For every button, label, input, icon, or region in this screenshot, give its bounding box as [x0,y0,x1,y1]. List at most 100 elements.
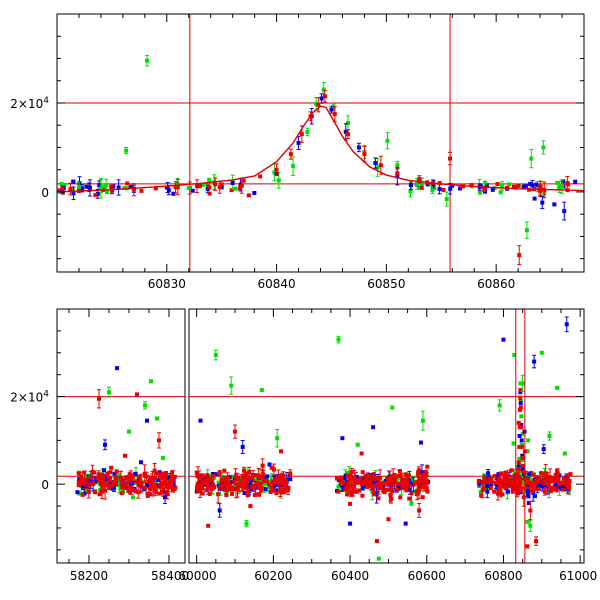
season-point [257,482,262,487]
season-point [89,475,94,480]
season-point [76,483,81,488]
baseline-point [128,184,133,189]
season-point [274,491,279,496]
season-point [516,476,521,481]
season-point [244,471,249,476]
season-point [348,490,353,495]
baseline-point [109,184,114,189]
season-point [82,482,87,487]
season-point [249,487,254,492]
season-point [245,493,250,498]
green-outlier-point [213,349,218,361]
baseline-point [70,188,75,193]
red-data-point [517,245,522,266]
season-point [217,470,222,475]
baseline-point [125,181,130,186]
zoomed-light-curve-panel: 60830 60840 60850 60860 0 2×104 [10,13,585,291]
x-tick-label: 58200 [70,569,108,583]
season-point [260,470,265,483]
season-point [485,485,490,499]
season-point [342,484,347,489]
season-point [383,478,388,483]
season-point [145,491,150,496]
season-point [201,480,206,485]
red-outlier-point [348,501,353,506]
event-point [525,519,530,524]
season-point [375,476,380,481]
season-point [169,470,174,484]
event-point [518,396,523,401]
event-point [518,398,523,403]
season-point [407,481,412,486]
season-point [200,491,205,496]
season-point [489,482,494,487]
season-point [371,472,376,482]
red-data-point [197,184,202,189]
season-point [554,480,559,485]
event-point [511,441,516,446]
season-point [551,479,556,484]
season-point [109,465,114,470]
season-point [524,486,529,491]
season-point [529,489,534,494]
season-point [283,481,288,486]
season-point [362,480,367,485]
baseline-point [417,185,422,190]
season-point [344,487,349,492]
baseline-point [498,190,503,195]
season-point [205,481,210,492]
season-point [404,478,409,483]
red-data-point [538,186,543,196]
baseline-point [59,181,64,186]
season-point [353,480,358,485]
red-data-point [153,186,158,191]
season-point [360,493,365,498]
season-point [222,468,227,473]
red-outlier-point [516,420,521,425]
season-point [204,481,209,486]
baseline-point [84,184,89,189]
season-point [519,475,524,480]
season-point [204,488,209,493]
green-outlier-point [229,376,234,395]
blue-outlier-point [139,460,143,465]
season-point [119,479,124,484]
season-point [273,488,278,493]
season-point [242,485,247,490]
blue-outlier-point [371,425,376,430]
green-data-point [541,140,546,155]
season-point [378,481,383,486]
blue-data-point [540,196,545,210]
event-point [521,463,526,468]
red-outlier-point [157,432,161,449]
baseline-point [534,182,539,187]
season-point [206,476,211,481]
season-point [247,466,252,477]
season-point [113,480,118,485]
season-point [559,480,564,485]
green-outlier-point [336,335,341,344]
season-point [219,477,224,482]
season-point [499,471,504,476]
season-point [124,476,129,491]
season-point [248,481,253,486]
baseline-point [557,180,562,194]
season-point [346,481,351,486]
season-point [83,479,88,484]
season-point [103,477,108,482]
season-point [142,464,147,484]
y-tick-label: 0 [41,186,49,200]
bottom-frame [56,308,585,564]
season-point [501,482,506,487]
season-point [349,492,354,497]
season-point [393,474,398,479]
season-point [288,477,293,482]
season-point [107,475,112,480]
season-point [519,468,524,473]
season-point [480,482,485,499]
red-data-point [322,90,327,103]
season-point [150,480,155,485]
event-point [519,414,524,419]
season-point [372,492,377,497]
